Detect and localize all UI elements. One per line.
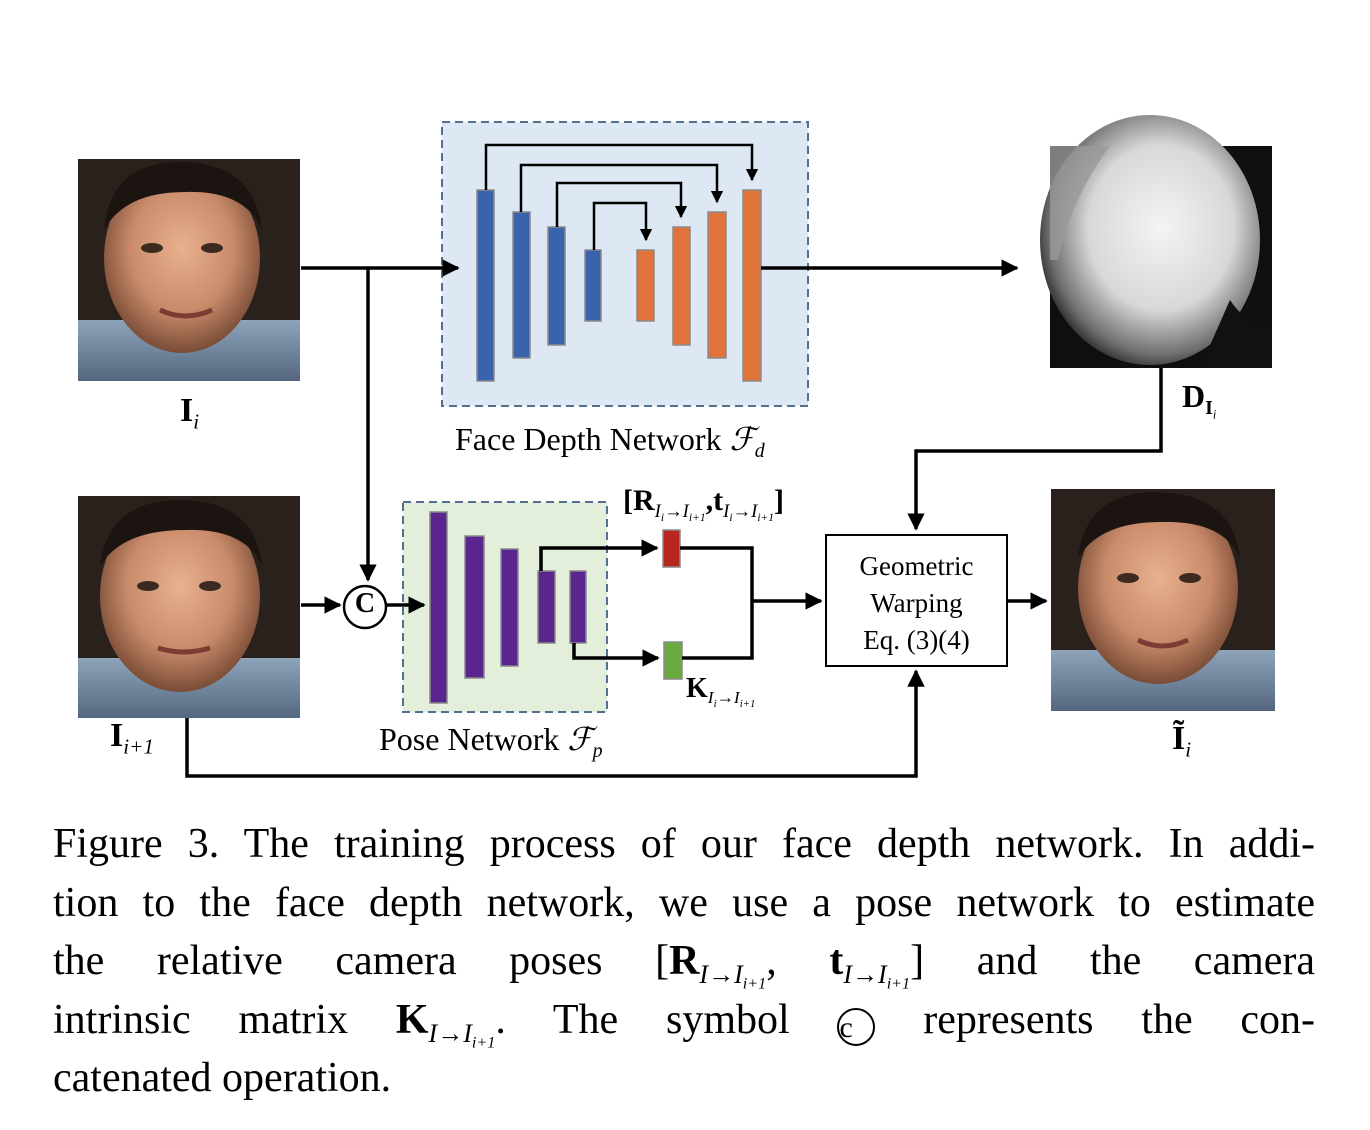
- intrinsic-matrix-block: [663, 641, 683, 680]
- skip-connection-4: [592, 201, 653, 250]
- depth-map-image: [1040, 115, 1272, 368]
- output-image: [1051, 489, 1275, 711]
- skip-connection-1: [484, 143, 759, 190]
- label-pose-network: Pose Network ℱp: [379, 720, 603, 762]
- encoder-layer-2: [512, 211, 531, 359]
- input-image-i: [78, 159, 300, 381]
- pose-layer-2: [464, 535, 485, 679]
- warping-line-2: Warping: [870, 588, 963, 618]
- skip-connection-2: [519, 163, 724, 212]
- pose-layer-1: [429, 511, 448, 704]
- figure-caption: Figure 3. The training process of our fa…: [53, 815, 1315, 1108]
- encoder-layer-4: [584, 249, 602, 322]
- label-intrinsic-matrix: KIi→Ii+1: [686, 673, 756, 710]
- label-depth-map: DIi: [1182, 378, 1217, 422]
- pose-layer-5: [569, 570, 587, 644]
- decoder-layer-4: [742, 189, 762, 382]
- encoder-layer-3: [547, 226, 566, 346]
- pose-layer-4: [537, 570, 556, 644]
- decoder-layer-1: [636, 249, 655, 322]
- label-input-i: Ii: [180, 392, 200, 434]
- encoder-layer-1: [476, 189, 495, 382]
- warping-line-3: Eq. (3)(4): [863, 625, 970, 655]
- label-geometric-warping: Geometric Warping Eq. (3)(4): [826, 548, 1007, 659]
- warping-line-1: Geometric: [859, 551, 974, 581]
- arrow-depth-map-to-warping: [907, 368, 1163, 531]
- caption-line-2: tion to the face depth network, we use a…: [53, 879, 1315, 926]
- geometric-warping-box: [825, 534, 1008, 667]
- label-output: Ĩi: [1172, 720, 1192, 762]
- label-rotation-translation: [RIi→Ii+1,tIi→Ii+1]: [623, 484, 785, 524]
- line-rotation-merge: [680, 546, 754, 660]
- caption-line-1: Figure 3. The training process of our fa…: [53, 821, 1315, 867]
- pose-layer-3: [500, 548, 519, 667]
- caption-line-5: catenated operation.: [53, 1055, 392, 1101]
- rotation-translation-block: [662, 529, 681, 568]
- concat-circle: [342, 584, 388, 630]
- label-input-i-plus-1: Ii+1: [110, 717, 154, 759]
- arrow-pose-to-intrinsic: [572, 643, 660, 667]
- pose-network-panel: [402, 501, 608, 713]
- label-face-depth-network: Face Depth Network ℱd: [455, 420, 765, 462]
- decoder-layer-2: [672, 226, 691, 346]
- face-depth-network-panel: [441, 121, 809, 407]
- skip-connection-3: [555, 181, 688, 227]
- caption-line-3: the relative camera poses [RI→Ii+1, tI→I…: [53, 938, 1316, 993]
- training-process-diagram: [78, 115, 1275, 778]
- decoder-layer-3: [707, 211, 727, 359]
- input-image-i-plus-1: [78, 496, 300, 718]
- label-concat-symbol: C: [354, 588, 376, 619]
- arrow-next-image-to-warping: [185, 669, 925, 778]
- arrow-pose-to-rotation: [539, 539, 659, 571]
- caption-line-4: intrinsic matrix KI→Ii+1. The symbol c r…: [53, 996, 1316, 1052]
- caption-circle-c-symbol: c: [837, 1007, 876, 1046]
